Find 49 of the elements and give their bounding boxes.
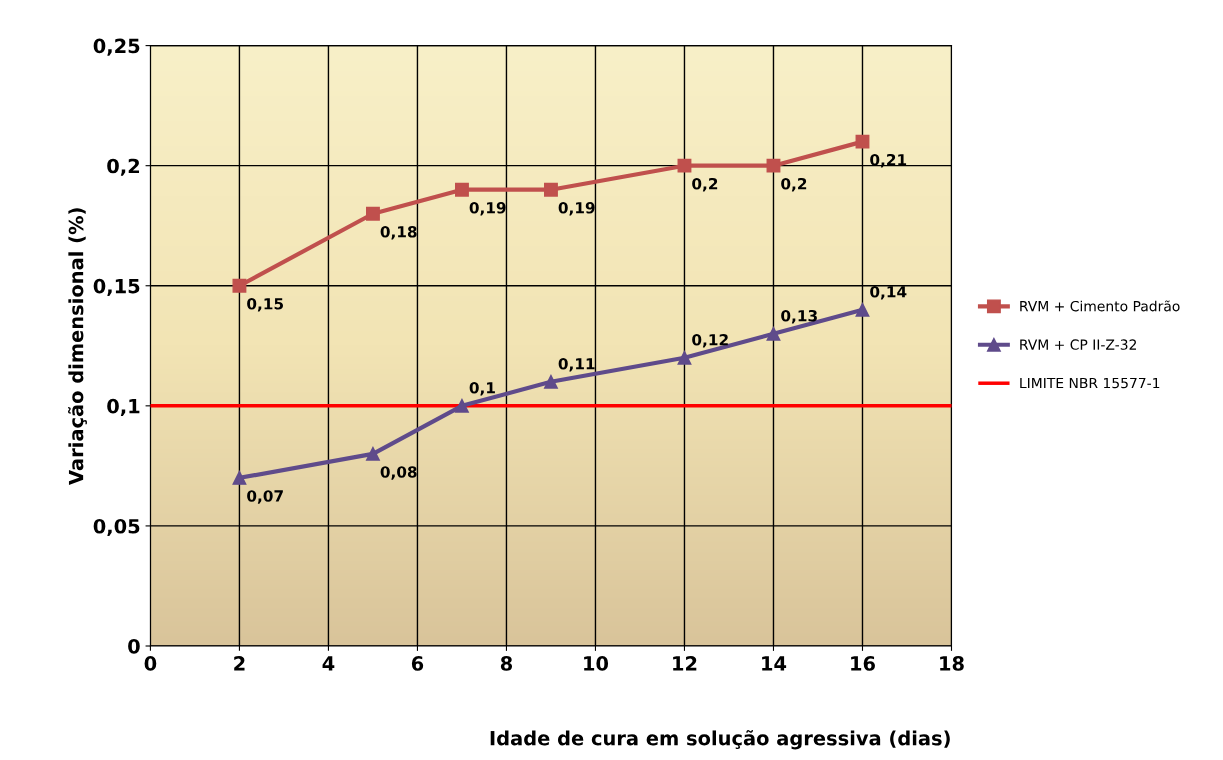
data-label: 0,1	[469, 382, 495, 396]
data-label: 0,08	[380, 466, 417, 480]
y-tick-label: 0,1	[107, 398, 140, 416]
data-label: 0,15	[247, 298, 284, 312]
y-tick-label: 0,2	[107, 158, 140, 176]
x-tick-label: 14	[762, 656, 787, 671]
point	[855, 134, 870, 149]
x-tick-label: 18	[940, 656, 964, 671]
data-label: 0,07	[247, 490, 283, 504]
data-label: 0,14	[870, 285, 907, 300]
x-tick-label: 16	[851, 656, 875, 671]
x-tick-label: 12	[673, 656, 697, 671]
point	[232, 470, 247, 485]
point	[677, 350, 692, 365]
point	[766, 158, 781, 173]
point	[366, 446, 380, 461]
point	[455, 182, 469, 197]
data-label: 0,2	[692, 177, 718, 192]
legend-label: RVM + Cimento Padrão	[1020, 300, 1180, 312]
x-tick-label: 0	[144, 656, 157, 671]
data-label: 0,19	[558, 201, 595, 216]
point	[766, 326, 781, 341]
data-label: 0,11	[558, 357, 595, 372]
y-tick-label: 0,25	[93, 38, 140, 56]
y-tick-label: 0,05	[93, 518, 140, 537]
data-label: 0,12	[692, 333, 728, 348]
x-tick-label: 6	[411, 656, 424, 671]
legend-label: LIMITE NBR 15577-1	[1020, 377, 1160, 389]
y-tick-label: 0	[128, 638, 140, 654]
point	[232, 278, 247, 293]
point	[544, 182, 558, 197]
legend-label: RVM + CP II-Z-32	[1020, 339, 1136, 350]
data-label: 0,19	[469, 201, 506, 216]
point	[455, 398, 469, 413]
data-label: 0,21	[870, 153, 907, 168]
x-tick-label: 2	[234, 656, 245, 671]
y-tick-label: 0,15	[93, 278, 140, 296]
x-tick-label: 8	[500, 656, 513, 671]
x-axis-title: Idade de cura em solução agressiva (dias)	[490, 730, 950, 750]
data-label: 0,13	[781, 309, 817, 324]
y-axis-title: Variação dimensional (%)	[68, 208, 87, 485]
x-tick-label: 10	[584, 656, 609, 671]
point	[366, 206, 380, 221]
data-label: 0,18	[380, 225, 417, 240]
x-tick-label: 4	[322, 656, 335, 671]
point	[677, 158, 692, 173]
data-label: 0,2	[781, 177, 807, 192]
point	[855, 302, 870, 317]
point	[544, 374, 558, 389]
